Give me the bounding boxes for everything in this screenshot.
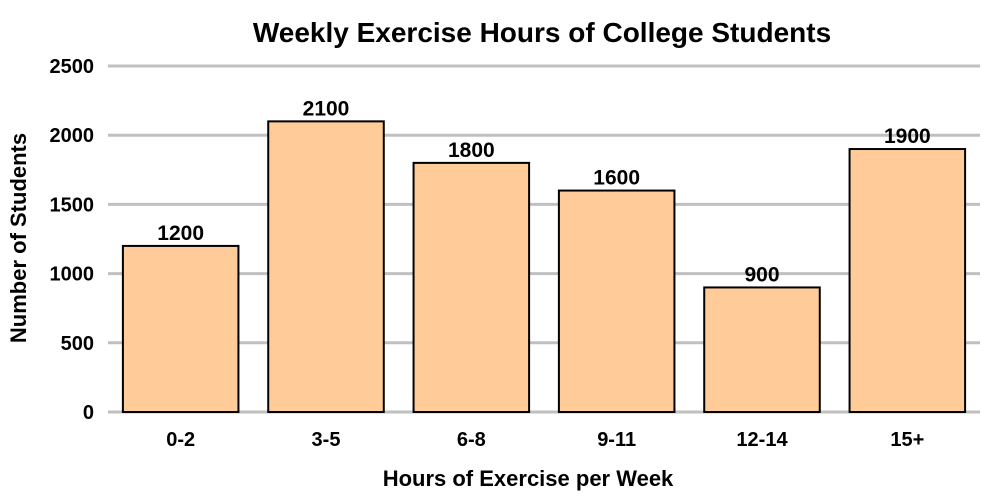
data-labels: 1200 2100 1800 1600 900 1900 — [157, 97, 930, 286]
y-tick-label: 1000 — [50, 264, 95, 286]
bar-3-5 — [267, 120, 385, 414]
y-axis-ticks: 0 500 1000 1500 2000 2500 — [50, 56, 95, 424]
y-tick-label: 2000 — [50, 125, 95, 147]
bar-0-2 — [121, 244, 240, 413]
data-label: 1800 — [448, 139, 495, 162]
bar-9-11 — [557, 189, 676, 413]
chart-title: Weekly Exercise Hours of College Student… — [253, 17, 831, 48]
x-axis-ticks: 0-2 3-5 6-8 9-11 12-14 15+ — [166, 429, 924, 451]
bar-6-8 — [412, 161, 531, 413]
x-tick-label: 9-11 — [597, 429, 636, 451]
x-tick-label: 0-2 — [166, 429, 195, 451]
x-axis-label: Hours of Exercise per Week — [383, 466, 674, 491]
bars — [121, 120, 967, 414]
data-label: 2100 — [303, 97, 350, 120]
y-tick-label: 0 — [83, 402, 94, 424]
bar-12-14 — [703, 286, 821, 413]
x-tick-label: 12-14 — [736, 429, 788, 451]
y-axis-label: Number of Students — [6, 133, 31, 343]
x-tick-label: 15+ — [890, 429, 924, 451]
data-label: 1900 — [884, 125, 931, 148]
y-tick-label: 500 — [61, 333, 94, 355]
data-label: 1200 — [157, 222, 204, 245]
x-tick-label: 3-5 — [312, 429, 341, 451]
y-tick-label: 1500 — [50, 194, 95, 216]
x-tick-label: 6-8 — [457, 429, 486, 451]
data-label: 1600 — [593, 167, 640, 190]
gridlines — [108, 64, 980, 414]
y-tick-label: 2500 — [50, 56, 95, 78]
bar-15+ — [848, 148, 967, 413]
data-label: 900 — [744, 263, 779, 286]
